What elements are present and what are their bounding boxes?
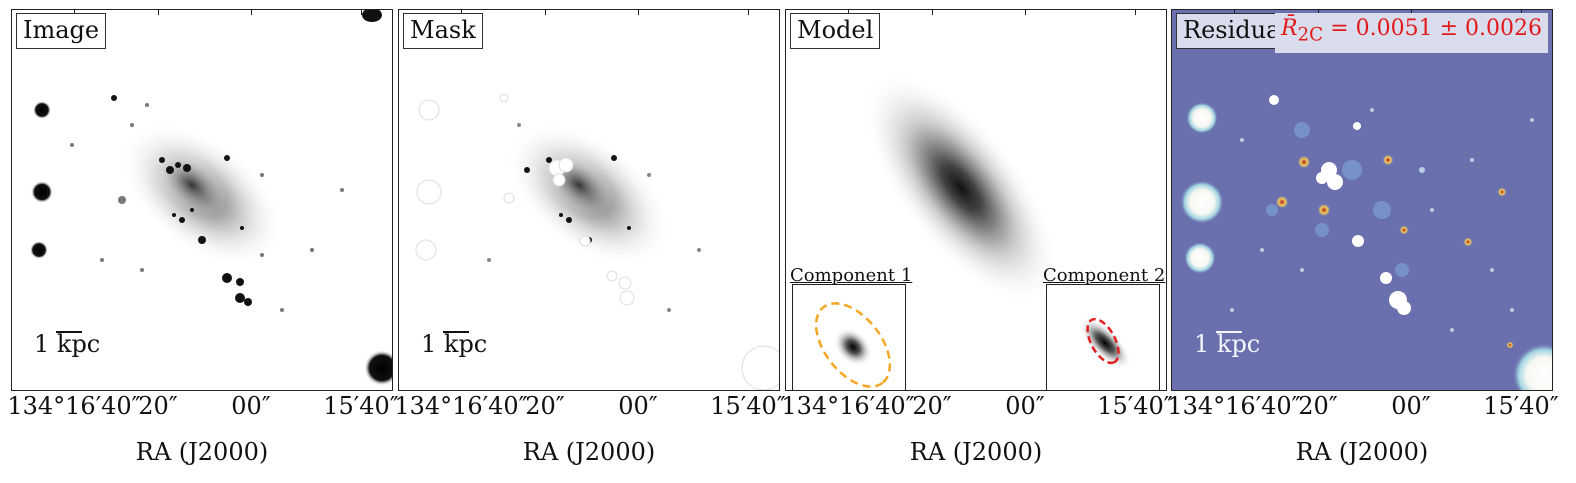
panel-title: Model [790, 13, 881, 49]
ra-tick-label: 15′40″ [1097, 392, 1173, 420]
mask-canvas [415, 93, 779, 390]
ra-tick-mark [461, 9, 462, 15]
ra-tick-label: 20″ [1298, 392, 1338, 420]
scale-label: 1 kpc [34, 330, 101, 358]
ra-tick-label: 134°16′40″ [1167, 392, 1301, 420]
stat-symbol: R̄ [1280, 16, 1298, 41]
ra-axis-label: RA (J2000) [135, 438, 269, 466]
component1-ellipse [814, 302, 892, 388]
ra-tick-mark [361, 9, 362, 15]
component2-inset [1046, 284, 1160, 390]
scale-label: 1 kpc [421, 330, 488, 358]
scale-bar: 1 kpc [1194, 330, 1260, 358]
residual-panel: Residual R̄2C = 0.0051 ± 0.0026 1 kpc [1171, 9, 1553, 391]
ra-tick-label: 00″ [618, 392, 658, 420]
ra-tick-label: 134°16′40″ [7, 392, 141, 420]
model-panel: Model Component 1 Component 2 [785, 9, 1167, 391]
scale-bar: 1 kpc [421, 330, 487, 358]
residual-canvas [1172, 10, 1552, 390]
ra-tick-label: 134°16′40″ [394, 392, 528, 420]
ra-tick-mark [74, 9, 75, 15]
ra-tick-label: 15′40″ [710, 392, 786, 420]
ra-tick-mark [545, 9, 546, 15]
ra-tick-mark [1521, 9, 1522, 15]
ra-tick-mark [1234, 9, 1235, 15]
ra-tick-mark [158, 9, 159, 15]
component2-canvas [1079, 317, 1131, 369]
scale-bar-line [443, 331, 469, 333]
mask-panel: Mask 1 kpc [398, 9, 780, 391]
ra-tick-label: 134°16′40″ [781, 392, 915, 420]
ra-axis-label: RA (J2000) [1295, 438, 1429, 466]
panel-title: Image [16, 13, 107, 49]
scale-label: 1 kpc [1194, 330, 1261, 358]
component2-ellipse [1086, 317, 1120, 365]
panel-title: Residual [1176, 13, 1296, 49]
ra-tick-mark [932, 9, 933, 15]
scale-bar-line [56, 331, 82, 333]
ra-tick-mark [1135, 9, 1136, 15]
component2-label: Component 2 [1043, 265, 1166, 286]
residual-statistic: R̄2C = 0.0051 ± 0.0026 [1274, 13, 1548, 54]
ra-tick-mark [748, 9, 749, 15]
component1-canvas [814, 302, 892, 388]
model-canvas [862, 71, 1060, 305]
ra-tick-mark [638, 9, 639, 15]
ra-tick-label: 00″ [231, 392, 271, 420]
ra-axis-label: RA (J2000) [909, 438, 1043, 466]
stat-value: = 0.0051 ± 0.0026 [1323, 16, 1542, 41]
ra-tick-label: 15′40″ [323, 392, 399, 420]
ra-tick-mark [1025, 9, 1026, 15]
panel-title: Mask [403, 13, 483, 49]
component1-label: Component 1 [790, 265, 913, 286]
ra-tick-label: 20″ [525, 392, 565, 420]
ra-tick-label: 20″ [138, 392, 178, 420]
image-canvas [30, 10, 392, 386]
ra-tick-mark [848, 9, 849, 15]
stat-sub: 2C [1297, 24, 1324, 46]
ra-tick-label: 00″ [1391, 392, 1431, 420]
component1-inset [792, 284, 906, 390]
scale-bar-line [1216, 331, 1242, 333]
ra-tick-mark [1318, 9, 1319, 15]
scale-bar: 1 kpc [34, 330, 100, 358]
ra-tick-label: 00″ [1005, 392, 1045, 420]
ra-tick-mark [251, 9, 252, 15]
ra-tick-mark [1411, 9, 1412, 15]
ra-tick-label: 20″ [912, 392, 952, 420]
ra-tick-label: 15′40″ [1483, 392, 1559, 420]
ra-axis-label: RA (J2000) [522, 438, 656, 466]
image-panel: Image 1 kpc [11, 9, 393, 391]
